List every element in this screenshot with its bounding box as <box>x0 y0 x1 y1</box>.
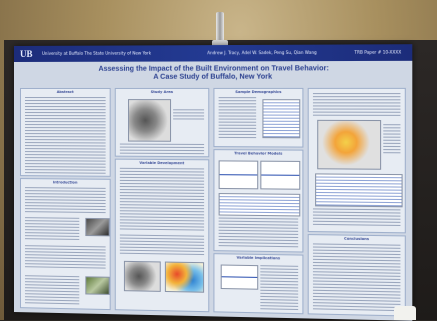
research-poster: UB University at Buffalo The State Unive… <box>14 44 412 321</box>
results-text <box>313 93 400 116</box>
study-area-heading: Study Area <box>116 90 208 94</box>
variable-development-heading: Variable Development <box>116 161 208 166</box>
model-graph-2 <box>260 161 300 190</box>
introduction-text-3 <box>25 275 79 304</box>
introduction-heading: Introduction <box>21 180 110 185</box>
variable-map-2 <box>165 262 204 293</box>
abstract-heading: Abstract <box>21 90 110 94</box>
results-legend <box>383 124 400 155</box>
results-text-2 <box>313 208 400 228</box>
poster-title-line1: Assessing the Impact of the Built Enviro… <box>54 65 376 74</box>
variable-development-text-2 <box>120 234 204 256</box>
sample-demographics-panel: Sample Demographics <box>213 88 303 148</box>
university-name: University at Buffalo The State Universi… <box>42 45 151 62</box>
abstract-text <box>25 97 106 174</box>
conclusions-panel: Conclusions <box>308 234 406 316</box>
results-panel <box>308 88 406 233</box>
introduction-panel: Introduction <box>20 178 111 310</box>
poster-authors: Andrew J. Tracy, Adel W. Sadek, Peng Su,… <box>207 45 317 62</box>
poster-title-line2: A Case Study of Buffalo, New York <box>54 73 376 82</box>
paper-cup <box>394 306 416 320</box>
poster-banner: UB University at Buffalo The State Unive… <box>14 44 412 62</box>
model-graph-1 <box>219 160 259 189</box>
introduction-list <box>25 217 79 242</box>
introduction-text <box>25 187 106 214</box>
intro-photo-1 <box>85 218 109 236</box>
model-text <box>219 218 299 248</box>
poster-title: Assessing the Impact of the Built Enviro… <box>54 65 376 82</box>
results-table <box>315 173 403 207</box>
variable-implications-heading: Variable Implications <box>214 255 302 261</box>
travel-behavior-models-heading: Travel Behavior Models <box>214 151 302 156</box>
university-logo: UB <box>20 48 33 60</box>
variable-development-panel: Variable Development <box>115 159 210 313</box>
intro-photo-2 <box>85 276 109 295</box>
conclusions-heading: Conclusions <box>309 236 405 242</box>
results-map <box>317 120 381 170</box>
study-area-map <box>128 99 171 142</box>
variable-map-1 <box>124 261 161 292</box>
paper-number: TRB Paper # 10-XXXX <box>354 44 401 61</box>
abstract-panel: Abstract <box>20 88 111 177</box>
demographics-text <box>219 97 257 138</box>
implication-graph <box>221 265 259 290</box>
variable-implications-panel: Variable Implications <box>213 253 303 314</box>
conclusions-text <box>313 243 400 311</box>
model-table <box>219 193 301 216</box>
demographics-table <box>262 99 300 138</box>
binder-clip <box>216 12 224 48</box>
introduction-text-2 <box>25 245 106 270</box>
travel-behavior-models-panel: Travel Behavior Models <box>213 149 303 252</box>
implications-text <box>260 265 298 311</box>
study-area-panel: Study Area <box>115 88 210 157</box>
study-area-text <box>120 144 204 155</box>
sample-demographics-heading: Sample Demographics <box>214 90 302 94</box>
study-area-legend <box>173 109 204 119</box>
variable-development-text <box>120 168 204 232</box>
